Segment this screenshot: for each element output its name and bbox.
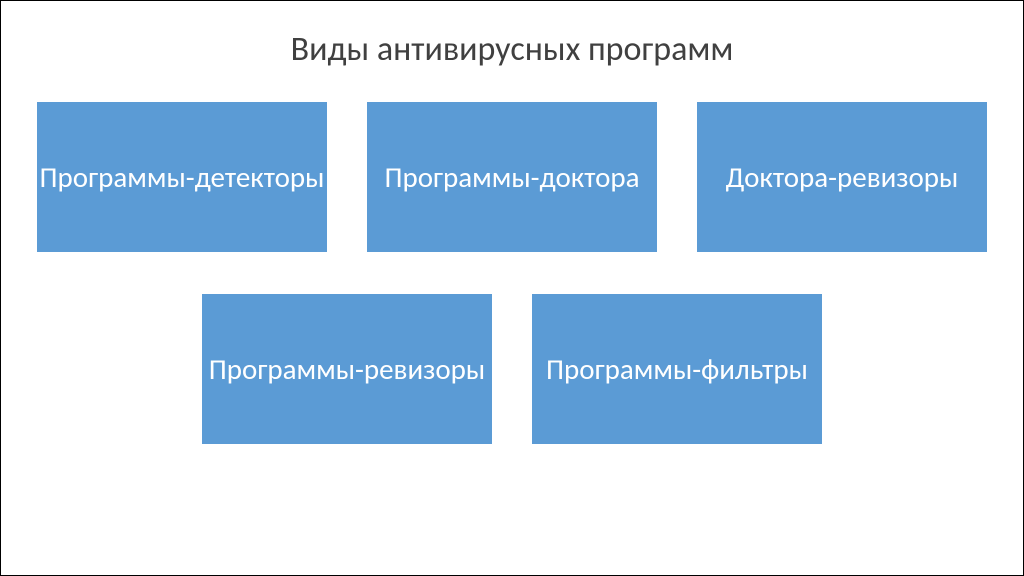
box-auditors: Программы-ревизоры [202,294,492,444]
box-detectors: Программы-детекторы [37,102,327,252]
row-1: Программы-детекторы Программы-доктора До… [1,102,1023,252]
box-doctors: Программы-доктора [367,102,657,252]
slide-title: Виды антивирусных программ [1,1,1023,88]
row-2: Программы-ревизоры Программы-фильтры [1,294,1023,444]
box-doctor-auditors: Доктора-ревизоры [697,102,987,252]
box-filters: Программы-фильтры [532,294,822,444]
